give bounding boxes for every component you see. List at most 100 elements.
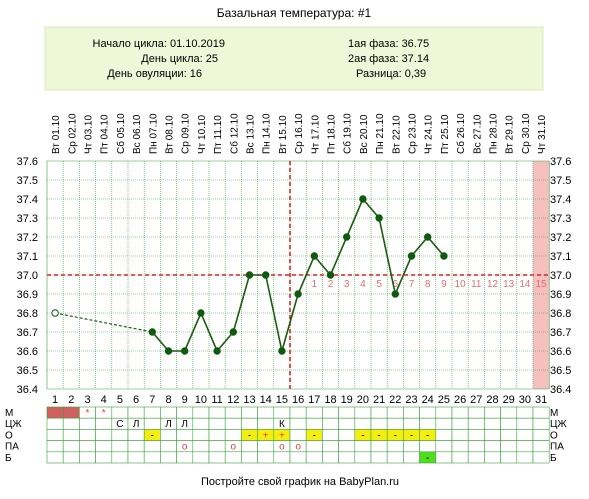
data-point — [278, 347, 286, 355]
date-label: Сб 26.10 — [455, 113, 467, 154]
table-cell — [354, 417, 372, 430]
y-tick-left: 36.5 — [17, 365, 38, 377]
day-number: 27 — [470, 394, 482, 406]
table-row-label-right: О — [550, 430, 558, 441]
table-cell-mark: - — [426, 430, 429, 441]
table-cell — [160, 440, 177, 453]
day-number: 3 — [84, 394, 90, 406]
phase-day-label: 7 — [409, 279, 415, 290]
table-cell-mark: - — [377, 430, 380, 441]
table-cell — [451, 406, 469, 419]
table-cell — [467, 440, 485, 453]
day-number: 21 — [373, 394, 385, 406]
day-number: 14 — [260, 394, 272, 406]
y-tick-left: 36.8 — [17, 308, 38, 320]
table-cell — [160, 451, 177, 464]
table-cell — [62, 406, 80, 419]
table-cell-mark: o — [279, 442, 285, 453]
data-point — [359, 195, 367, 203]
data-point — [148, 328, 157, 336]
phase-day-label: 11 — [471, 279, 482, 290]
table-cell — [322, 429, 339, 441]
day-number: 30 — [519, 394, 531, 406]
table-cell — [46, 406, 64, 419]
day-number: 6 — [133, 394, 139, 406]
table-cell — [451, 417, 469, 430]
table-cell — [338, 429, 356, 441]
date-label: Сб 19.10 — [342, 113, 354, 154]
day-number: 12 — [227, 394, 239, 406]
table-cell — [354, 406, 372, 419]
table-cell — [435, 451, 453, 464]
date-label: Пт 04.10 — [100, 114, 111, 154]
table-cell — [370, 417, 388, 430]
phase-day-label: 10 — [455, 279, 467, 290]
day-number: 11 — [211, 394, 222, 406]
table-cell — [257, 451, 275, 464]
data-point — [375, 214, 383, 222]
date-label: Вс 20.10 — [359, 114, 370, 154]
chart-title: Базальная температура: #1 — [217, 6, 372, 20]
table-cell — [305, 417, 323, 430]
y-tick-left: 37.3 — [17, 213, 38, 225]
table-cell — [289, 429, 307, 441]
table-cell — [484, 429, 501, 441]
table-cell-mark: - — [426, 453, 429, 464]
y-tick-left: 36.9 — [17, 289, 38, 301]
table-cell — [435, 440, 453, 453]
phase-day-label: 12 — [487, 279, 499, 290]
y-tick-right: 36.9 — [550, 289, 571, 301]
day-number: 29 — [503, 394, 515, 406]
table-cell — [224, 406, 242, 419]
table-cell — [62, 440, 80, 453]
table-cell — [532, 429, 550, 441]
table-cell-mark: - — [248, 430, 251, 441]
date-label: Ср 30.10 — [521, 113, 532, 154]
table-cell — [338, 440, 356, 453]
table-cell — [500, 440, 518, 453]
date-label: Пт 25.10 — [440, 114, 451, 154]
data-point — [407, 252, 416, 260]
data-point — [181, 347, 189, 355]
table-cell — [451, 429, 469, 441]
y-tick-right: 36.7 — [550, 327, 571, 339]
table-cell — [224, 417, 242, 430]
day-number: 2 — [68, 394, 74, 406]
table-cell — [386, 440, 404, 453]
phase-day-label: 3 — [344, 279, 350, 290]
table-cell — [192, 429, 210, 441]
y-tick-left: 37.2 — [17, 232, 38, 244]
date-label: Вс 06.10 — [132, 114, 143, 154]
table-cell — [289, 451, 307, 464]
table-cell-mark: Л — [133, 419, 140, 430]
day-number: 13 — [243, 394, 255, 406]
table-cell — [79, 429, 96, 441]
day-number: 7 — [149, 394, 155, 406]
day-number: 15 — [276, 394, 288, 406]
table-cell — [305, 440, 323, 453]
table-cell — [257, 440, 275, 453]
table-cell — [127, 406, 145, 419]
table-cell — [435, 417, 453, 430]
day-number: 19 — [341, 394, 353, 406]
phase-day-label: 13 — [503, 279, 515, 290]
day-number: 5 — [117, 394, 123, 406]
phase-day-label: 14 — [519, 279, 531, 290]
phase-day-label: 8 — [425, 279, 431, 290]
table-cell — [370, 406, 388, 419]
day-number: 28 — [486, 394, 498, 406]
table-cell — [532, 440, 550, 453]
day-number: 20 — [357, 394, 369, 406]
table-cell — [386, 451, 404, 464]
table-cell — [467, 451, 485, 464]
y-tick-right: 37.2 — [550, 232, 571, 244]
y-tick-left: 36.7 — [17, 327, 38, 339]
table-cell — [419, 406, 437, 419]
table-cell-mark: - — [410, 430, 413, 441]
table-cell — [289, 406, 307, 419]
table-cell — [322, 440, 339, 453]
table-cell — [62, 451, 80, 464]
table-cell — [95, 417, 113, 430]
date-label: Ср 23.10 — [408, 113, 419, 154]
table-cell-mark: - — [151, 430, 154, 441]
